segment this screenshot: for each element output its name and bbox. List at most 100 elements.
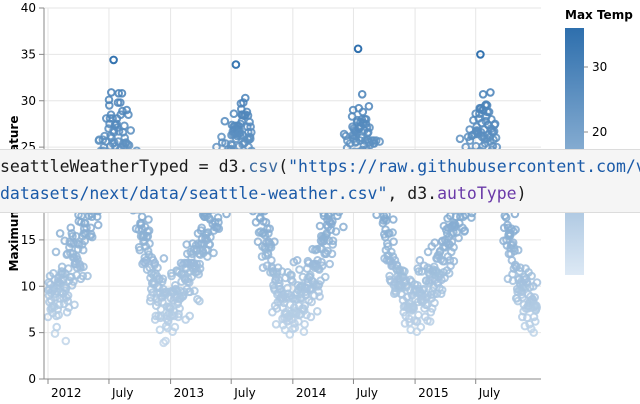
data-point [484, 107, 494, 117]
data-point [306, 312, 316, 322]
data-point [513, 245, 523, 255]
data-point [161, 336, 170, 346]
code-fn: csv [248, 157, 279, 176]
data-point [229, 109, 239, 118]
data-point [112, 119, 121, 129]
data-point [167, 271, 176, 281]
data-point [54, 310, 64, 320]
x-tick-label: 2012 [51, 386, 82, 400]
data-point [158, 274, 168, 284]
data-point [290, 323, 300, 333]
y-tick-label: 40 [21, 1, 36, 15]
data-point [78, 271, 88, 281]
code-var: seattleWeatherTyped [0, 157, 189, 176]
data-point [271, 320, 281, 329]
x-tick-label: 2014 [296, 386, 327, 400]
data-point [264, 229, 273, 238]
data-point [387, 247, 396, 257]
data-point [532, 278, 542, 287]
data-point [361, 115, 371, 124]
data-point [155, 325, 165, 335]
data-point [419, 284, 429, 294]
legend-tick-label: 20 [592, 125, 607, 139]
data-point [118, 106, 127, 116]
data-point [144, 226, 154, 235]
data-point [400, 267, 409, 276]
data-point [436, 289, 446, 299]
data-point [179, 291, 188, 300]
data-point [82, 223, 91, 233]
data-point [220, 116, 230, 126]
data-point [414, 267, 424, 276]
data-point [409, 304, 419, 313]
data-point [486, 88, 495, 97]
code-obj-2: d3 [407, 184, 428, 203]
data-point [521, 282, 530, 292]
data-point [449, 256, 459, 266]
data-point [195, 259, 204, 269]
data-point [170, 311, 179, 321]
data-point [315, 221, 325, 231]
data-point [70, 300, 79, 310]
legend-title: Max Temp [565, 8, 633, 22]
data-point [144, 215, 153, 224]
data-point [315, 292, 324, 301]
data-point [287, 270, 296, 280]
data-point [213, 213, 223, 222]
data-point [87, 212, 97, 221]
data-point [430, 298, 439, 308]
data-point [64, 264, 73, 273]
data-point [61, 336, 71, 346]
data-point [245, 117, 254, 127]
data-point [328, 217, 337, 226]
code-cell[interactable]: seattleWeatherTyped = d3.csv("https://ra… [0, 149, 640, 213]
code-prop: autoType [437, 184, 517, 203]
color-legend: Max Temp102030 [565, 8, 633, 275]
data-point [231, 60, 241, 69]
data-point [389, 215, 398, 224]
data-point [416, 322, 426, 332]
legend-tick-label: 30 [592, 60, 607, 74]
y-tick-label: 10 [21, 279, 36, 293]
data-point [460, 226, 470, 235]
data-point [241, 93, 250, 103]
data-point [110, 138, 119, 147]
data-point [357, 90, 367, 99]
data-point [73, 244, 83, 254]
y-tick-label: 35 [21, 47, 36, 61]
data-point [68, 231, 77, 241]
data-point [52, 322, 62, 332]
x-tick-label: 2013 [174, 386, 205, 400]
data-point [292, 256, 302, 265]
data-point [175, 304, 184, 313]
data-point [206, 232, 215, 242]
data-point [490, 119, 500, 129]
data-point [114, 89, 123, 98]
data-point [195, 296, 204, 306]
data-point [331, 227, 341, 236]
data-point [214, 224, 224, 233]
data-point [163, 317, 173, 326]
data-point [143, 246, 153, 256]
data-point [295, 265, 304, 274]
data-point [532, 303, 542, 312]
data-point [501, 213, 511, 222]
x-tick-label: 2015 [418, 386, 449, 400]
data-point [437, 285, 447, 295]
data-point [145, 239, 154, 248]
data-point [122, 105, 131, 115]
data-point [529, 328, 539, 337]
code-comma: , [387, 184, 408, 203]
data-point [389, 237, 398, 246]
data-point [159, 254, 169, 263]
data-point [205, 240, 215, 249]
data-point [388, 228, 397, 237]
data-point [107, 88, 116, 97]
data-point [170, 322, 180, 332]
data-point [154, 283, 164, 293]
data-point [300, 301, 310, 311]
data-point [358, 107, 368, 117]
code-eq: = [188, 157, 219, 176]
code-line-2: datasets/next/data/seattle-weather.csv",… [0, 182, 527, 206]
data-point [415, 256, 425, 265]
